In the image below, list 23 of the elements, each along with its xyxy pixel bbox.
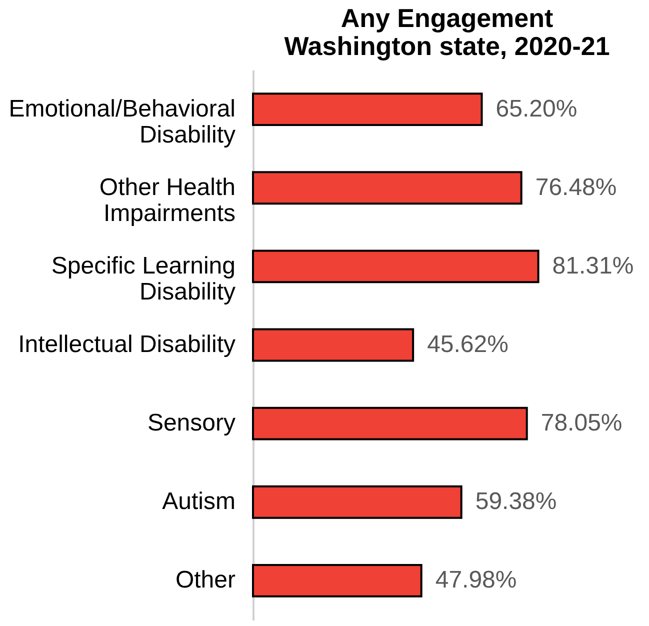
- chart-title: Any Engagement: [340, 3, 554, 33]
- bar: [252, 485, 462, 519]
- y-tick-label: Sensory: [147, 410, 236, 437]
- data-label: 78.05%: [540, 410, 622, 437]
- data-label: 81.31%: [552, 252, 634, 280]
- bar: [252, 406, 528, 440]
- data-label: 45.62%: [427, 331, 508, 358]
- bar: [252, 92, 483, 126]
- bar: [252, 564, 422, 598]
- y-tick-label: Other: [175, 566, 236, 594]
- data-label: 59.38%: [475, 488, 557, 516]
- data-label: 47.98%: [435, 566, 517, 594]
- y-tick-label: Intellectual Disability: [18, 331, 236, 358]
- y-tick-label: Other Health Impairments: [99, 174, 236, 227]
- chart-subtitle: Washington state, 2020-21: [284, 31, 610, 61]
- y-tick-label: Autism: [162, 488, 236, 516]
- data-label: 76.48%: [535, 174, 617, 201]
- y-tick-label: Emotional/Behavioral Disability: [8, 95, 236, 148]
- bar: [252, 250, 540, 284]
- y-tick-label: Specific Learning Disability: [51, 252, 236, 306]
- bar: [252, 171, 522, 205]
- data-label: 65.20%: [496, 95, 578, 122]
- bar: [252, 328, 414, 362]
